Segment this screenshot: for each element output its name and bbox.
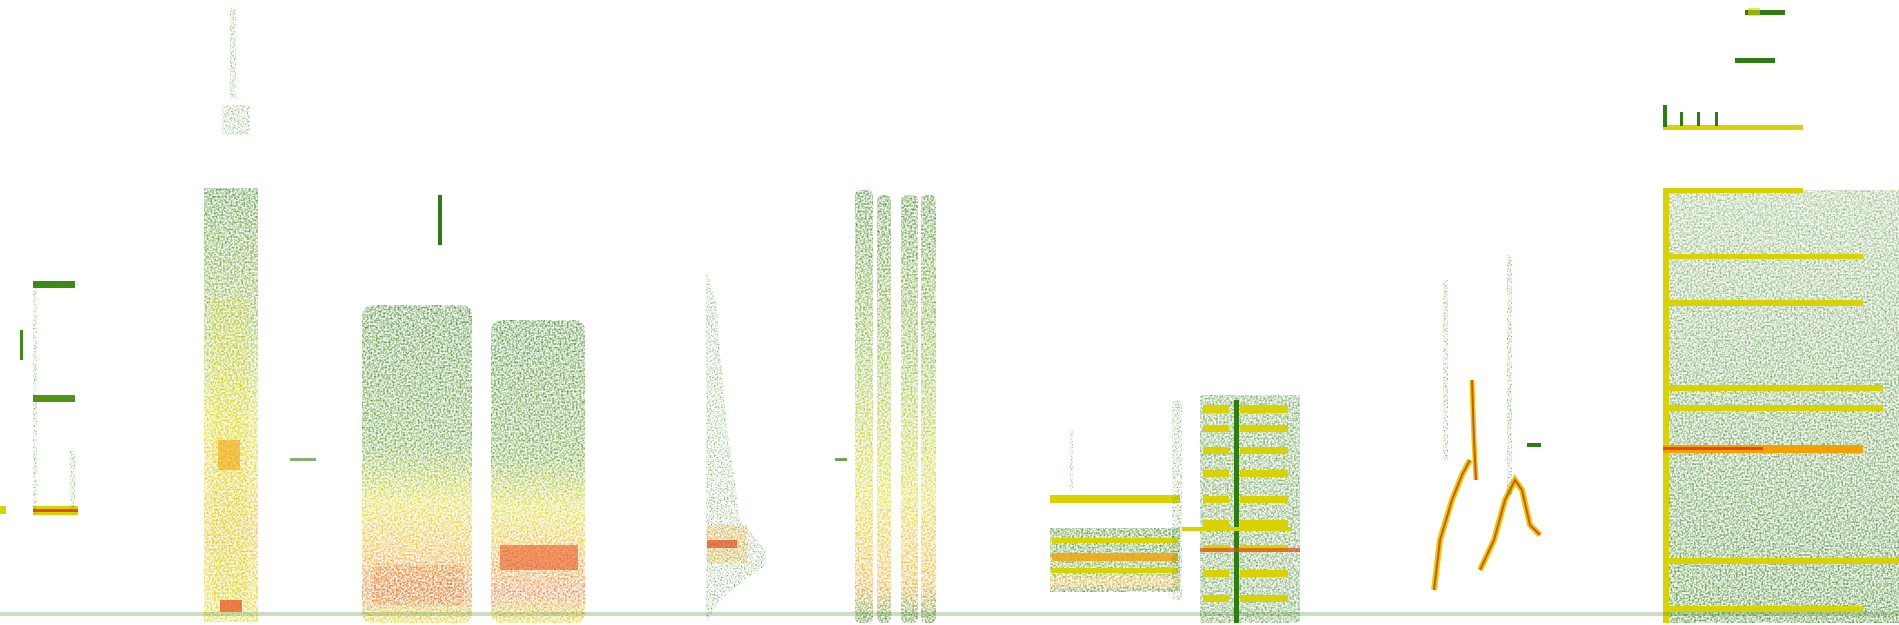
baseline-noise xyxy=(0,612,1899,616)
segment-4-formant-block-b xyxy=(290,320,585,623)
segment-9-frequency-sweeps xyxy=(1431,255,1543,591)
segment-10-dense-noise-block xyxy=(1663,8,1899,623)
segment-3-formant-block-a xyxy=(362,195,472,623)
segment-8-ladder-harmonics xyxy=(1172,395,1300,623)
segment-5-buzzy-call xyxy=(706,270,766,623)
segment-7-harmonic-stack xyxy=(1050,430,1180,592)
segment-1-tones xyxy=(0,281,78,515)
segment-6-pulse-train xyxy=(835,190,936,623)
segment-2-broadband-burst xyxy=(204,8,258,622)
